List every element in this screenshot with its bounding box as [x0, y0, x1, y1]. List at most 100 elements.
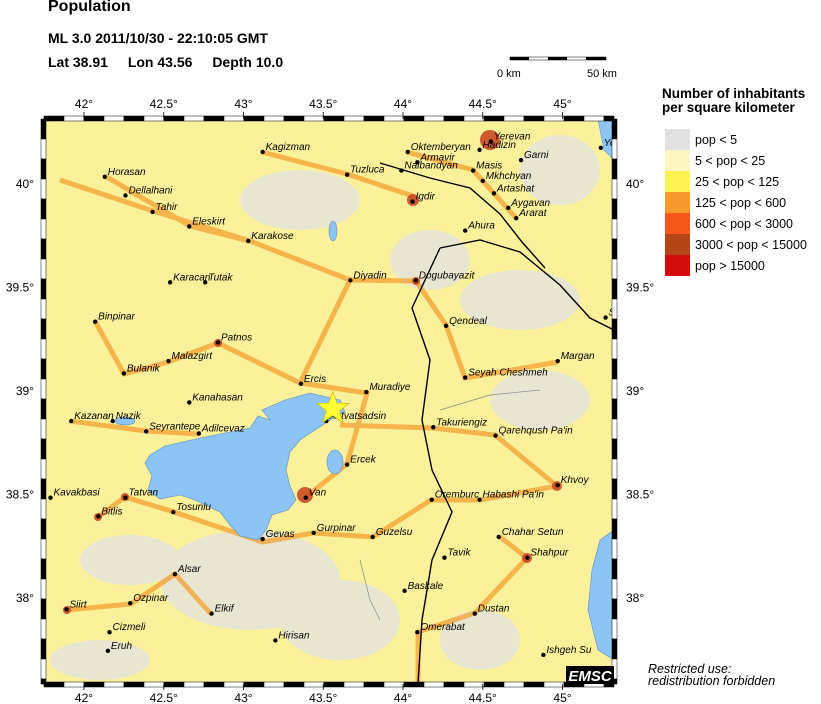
- city-label: Igdir: [416, 192, 436, 203]
- city: Guzelsu: [370, 527, 413, 540]
- city: Shahpur: [525, 548, 569, 560]
- legend-item: pop < 5: [665, 129, 807, 150]
- city-label: Karacan: [173, 272, 211, 283]
- city-label: Ahura: [467, 221, 495, 232]
- city: Tatvan: [123, 488, 159, 500]
- city: Bitlis: [96, 506, 122, 519]
- lon-tick-top: 43.5°: [309, 97, 337, 111]
- city: Tuzluca: [344, 165, 385, 177]
- city-dot: [443, 323, 449, 329]
- city-label: Malazgirt: [172, 351, 214, 362]
- legend-label: pop > 15000: [695, 258, 765, 273]
- city: Igdir: [410, 192, 436, 204]
- lon-tick-bottom: 43.5°: [309, 691, 337, 704]
- city-dot: [172, 572, 178, 577]
- city-dot: [370, 534, 375, 540]
- city-dot: [399, 168, 404, 173]
- city-label: Kazanan: [74, 411, 114, 422]
- city: Elkif: [209, 604, 235, 616]
- city-label: Muradiye: [369, 382, 411, 393]
- city-label: Shahpur: [530, 548, 568, 559]
- city: Dustan: [472, 604, 510, 616]
- legend-item: 5 < pop < 25: [665, 150, 807, 171]
- city-dot: [555, 483, 560, 488]
- city-label: Armavir: [419, 152, 455, 163]
- city: Kagizman: [260, 142, 311, 155]
- city-label: Qendeal: [449, 316, 488, 327]
- city-dot: [477, 147, 482, 153]
- city: Diyadin: [348, 270, 387, 283]
- city: Alsar: [172, 564, 201, 577]
- city-dot: [150, 209, 155, 215]
- city-dot: [405, 149, 410, 155]
- city-dot: [493, 433, 498, 438]
- legend-swatch: [665, 192, 690, 213]
- city-dot: [64, 607, 69, 612]
- lon-tick-bottom: 42°: [75, 691, 93, 704]
- city-dot: [196, 431, 202, 436]
- city: Seyrantepe: [144, 421, 201, 434]
- city-label: Margan: [561, 351, 595, 362]
- map-frame: [40, 115, 618, 688]
- city-label: Seyah Cheshmeh: [468, 368, 548, 379]
- lon-tick-bottom: 44°: [394, 691, 412, 704]
- city-label: Qarehqush Pa'in: [499, 426, 574, 437]
- lon-tick-top: 44°: [394, 97, 412, 111]
- lake-sevan-edge: [597, 119, 614, 161]
- city-dot: [311, 530, 316, 536]
- city-label: Tahir: [156, 202, 179, 213]
- city: Qarehqush Pa'in: [493, 426, 573, 438]
- city-dot: [470, 168, 476, 173]
- city: Karacan: [167, 272, 211, 285]
- city: Bulanik: [121, 363, 161, 376]
- city-dot: [123, 495, 128, 500]
- city: Dellalhani: [123, 185, 173, 198]
- lon-tick-bottom: 44.5°: [469, 691, 497, 704]
- lake-van: [144, 392, 346, 541]
- lat-tick-left: 38°: [16, 591, 34, 605]
- legend-swatch: [665, 150, 690, 171]
- city: Khvoy: [555, 475, 590, 488]
- city: Aygavan: [506, 198, 551, 211]
- legend-label: 600 < pop < 3000: [695, 216, 794, 231]
- water-bodies: [114, 119, 614, 661]
- city-dot: [344, 462, 350, 467]
- city: Tutak: [203, 272, 233, 285]
- lake-nazik: [114, 416, 136, 426]
- city-dot: [442, 555, 447, 560]
- city: Margan: [555, 351, 595, 364]
- city-dot: [303, 495, 308, 500]
- city: Patnos: [215, 332, 252, 345]
- legend-swatch: [665, 255, 690, 276]
- lon-tick-top: 44.5°: [469, 97, 497, 111]
- city-dot: [144, 429, 149, 434]
- city: Gevas: [260, 529, 295, 542]
- city-dot: [344, 172, 350, 177]
- city-label: Horasan: [108, 167, 146, 178]
- city: Mkhchyan: [480, 171, 532, 184]
- legend-label: 125 < pop < 600: [695, 195, 787, 210]
- city: Kazanan: [69, 411, 114, 424]
- city: Horasan: [102, 167, 146, 179]
- city-dot: [491, 191, 497, 196]
- scale-bar: [509, 56, 607, 61]
- city-dot: [107, 629, 112, 635]
- city-label: Diyadin: [353, 270, 387, 281]
- event-depth: Depth 10.0: [212, 54, 284, 70]
- city-dot: [203, 280, 208, 285]
- legend-label: 3000 < pop < 15000: [695, 237, 807, 252]
- city: Seyah Cheshmeh: [463, 368, 548, 380]
- rivers: [359, 389, 541, 621]
- city-label: Hirisan: [278, 630, 310, 641]
- city-label: Cizmeli: [113, 622, 147, 633]
- city-dot: [102, 174, 107, 179]
- city-label: Ercek: [350, 455, 377, 466]
- city-dot: [348, 278, 353, 283]
- city: Artashat: [491, 183, 535, 196]
- city-label: Omerabat: [420, 622, 466, 633]
- scale-end-label: 50 km: [587, 68, 617, 80]
- city-label: Eruh: [111, 641, 133, 652]
- scale-start-label: 0 km: [497, 68, 521, 80]
- epicenter-star-icon: [315, 390, 350, 424]
- city-label: Shakhi: [609, 308, 640, 319]
